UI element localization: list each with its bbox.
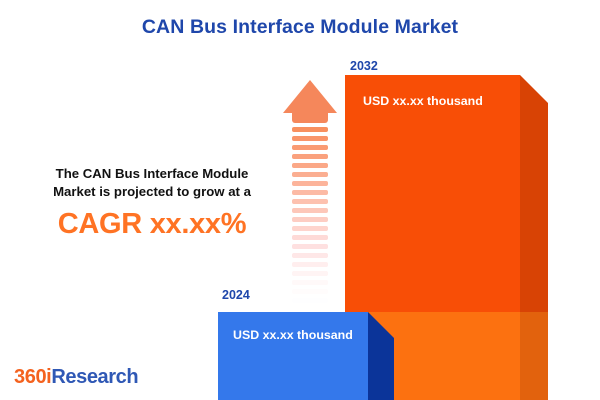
arrow-neck-shape — [292, 111, 328, 123]
annotation-line-1: The CAN Bus Interface Module — [55, 166, 249, 181]
bar-value-2032: USD xx.xx thousand — [363, 94, 483, 108]
shaft-stripe — [292, 127, 328, 133]
shaft-stripe — [292, 189, 328, 196]
cagr-value: CAGR xx.xx% — [57, 208, 247, 240]
shaft-stripe — [292, 234, 328, 241]
year-label-2032: 2032 — [350, 59, 378, 73]
shaft-stripe — [292, 261, 328, 268]
shaft-stripe — [292, 162, 328, 169]
shaft-stripe — [292, 225, 328, 232]
shaft-stripe — [292, 279, 328, 286]
bar-value-2024: USD xx.xx thousand — [233, 328, 353, 342]
shaft-stripe — [292, 171, 328, 178]
shaft-stripe — [292, 288, 328, 295]
year-label-2024: 2024 — [222, 288, 250, 302]
annotation-line-2: Market is projected to grow at a — [53, 184, 251, 199]
shaft-stripe — [292, 252, 328, 259]
bar-2024-side-top — [368, 312, 394, 338]
shaft-stripe — [292, 153, 328, 160]
shaft-stripe — [292, 243, 328, 250]
shaft-stripe — [292, 135, 328, 142]
bar-2032-side-overlap-tint — [520, 312, 548, 400]
shaft-stripe — [292, 270, 328, 277]
shaft-stripe — [292, 180, 328, 187]
shaft-stripe — [292, 216, 328, 223]
bar-2024-side-face — [368, 338, 394, 400]
brand-logo: 360iResearch — [14, 366, 139, 389]
shaft-stripe — [292, 207, 328, 214]
arrow-shaft-stripes — [292, 127, 328, 304]
cagr-annotation: The CAN Bus Interface Module Market is p… — [18, 165, 286, 240]
logo-suffix: Research — [51, 366, 139, 388]
page-title: CAN Bus Interface Module Market — [141, 16, 459, 38]
bar-2024-front-face — [218, 312, 368, 400]
shaft-stripe — [292, 198, 328, 205]
shaft-stripe — [292, 297, 328, 304]
bar-2032-side-top — [520, 75, 548, 103]
logo-prefix: 360i — [14, 366, 52, 388]
growth-arrow-up-icon — [283, 80, 337, 304]
shaft-stripe — [292, 144, 328, 151]
arrow-head-shape — [283, 80, 337, 113]
